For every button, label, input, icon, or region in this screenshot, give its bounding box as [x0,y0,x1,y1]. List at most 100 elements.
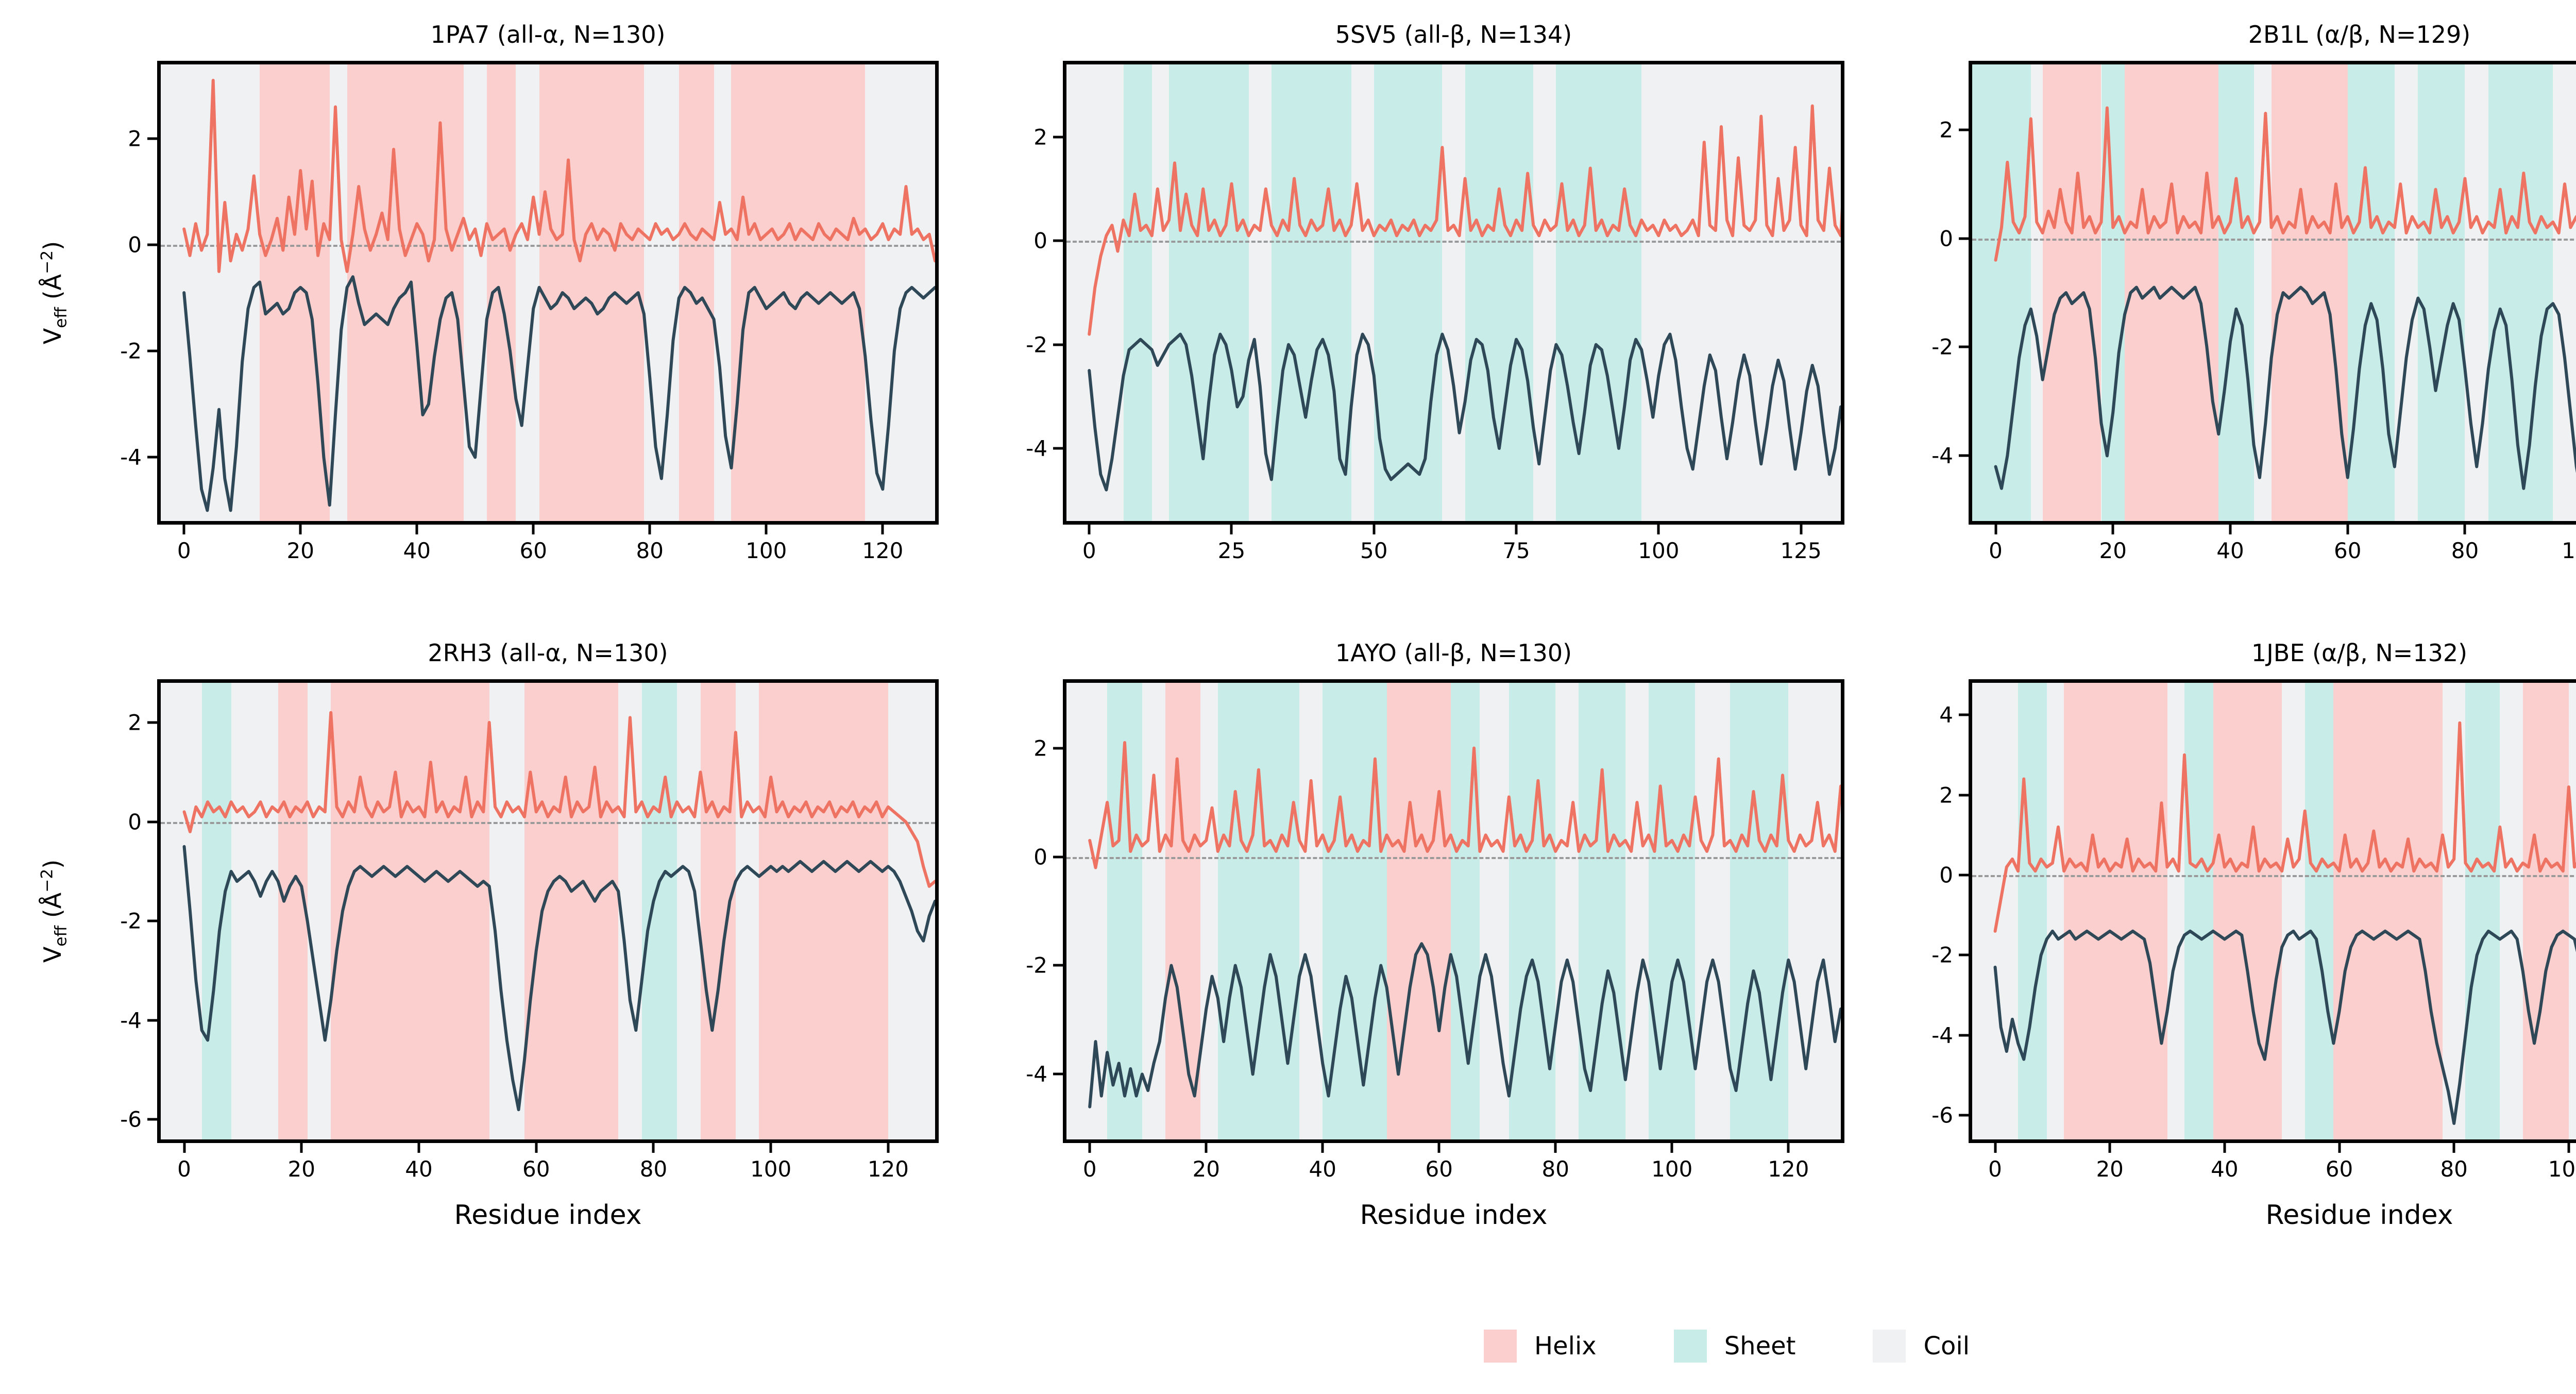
y-tick-mark [1053,964,1063,967]
x-tick-label: 100 [750,1156,792,1182]
x-tick-label: 0 [1082,538,1096,563]
x-tick-mark [1437,1143,1440,1153]
ss-band-coil [1555,683,1579,1139]
series-line-v_re [1995,931,2576,1123]
ss-legend-entry-helix[interactable]: Helix [1484,1330,1597,1363]
ss-band-coil [735,683,759,1139]
plot-area [1063,61,1844,525]
y-tick-mark [1959,237,1969,240]
y-tick-mark [1053,343,1063,346]
ss-band-coil [489,683,524,1139]
x-tick-label: 75 [1502,538,1530,563]
plot-area [1969,679,2576,1143]
panel-5sv5: 5SV5 (all-β, N=134) 2 0 -2 -4 0 25 50 75 100 125 [913,21,1844,649]
zero-reference-line [161,821,935,824]
zero-reference-line [1066,856,1841,859]
y-tick-label: 0 [128,232,142,258]
plot-area [157,679,939,1143]
ss-band-coil [1151,64,1169,521]
x-tick-mark [2229,525,2232,534]
ss-band-coil [1625,683,1649,1139]
y-tick-mark [147,721,157,724]
x-tick-mark [183,1143,186,1153]
panel-2rh3: 2RH3 (all-α, N=130) 2 0 -2 -4 -6 0 20 40 60 80 100 1… [8,639,939,1268]
series-line-v_im [1996,92,2576,260]
x-tick-mark [1994,1143,1997,1153]
x-tick-label: 20 [286,538,314,563]
ss-band-helix [679,64,714,521]
ss-band-coil [618,683,642,1139]
x-tick-mark [2452,1143,2455,1153]
y-tick-label: 2 [1939,117,1953,143]
panel-title: 1AYO (all-β, N=130) [1335,639,1572,667]
plot-area [157,61,939,525]
x-tick-mark [1321,1143,1324,1153]
x-tick-label: 80 [636,538,664,563]
y-tick-label: -6 [120,1106,142,1132]
y-tick-label: -2 [120,338,142,364]
y-tick-mark [1053,447,1063,450]
ss-band-sheet [2488,64,2553,521]
y-tick-label: -2 [1026,332,1047,358]
series-line-v_im [1090,743,1841,868]
ss-band-coil [1200,683,1218,1139]
ss-band-helix [331,683,489,1139]
y-tick-label: 2 [1033,124,1047,150]
series-line-v_re [1090,944,1841,1106]
x-tick-mark [1515,525,1518,534]
ss-band-sheet [1972,64,2031,521]
ss-band-sheet [1168,64,1249,521]
ss-band-coil [1351,64,1374,521]
y-tick-label: -4 [1026,1061,1047,1087]
zero-reference-line [161,245,935,247]
x-tick-label: 60 [1425,1156,1453,1182]
x-tick-mark [765,525,768,534]
ss-band-sheet [1579,683,1625,1139]
series-line-v_re [184,847,935,1110]
ss-legend-entry-sheet[interactable]: Sheet [1673,1330,1795,1363]
y-tick-mark [147,349,157,352]
ss-legend-entry-coil[interactable]: Coil [1873,1330,1970,1363]
ss-band-helix [1165,683,1200,1139]
y-tick-mark [1959,713,1969,716]
x-tick-label: 100 [745,538,787,563]
panel-1pa7: 1PA7 (all-α, N=130) 2 0 -2 -4 0 20 40 60 80 100 120… [8,21,939,649]
ss-band-coil [1641,64,1841,521]
ss-band-sheet [2304,683,2334,1139]
zero-reference-line [1066,241,1841,243]
ss-band-helix [731,64,866,521]
x-tick-label: 40 [2216,538,2244,563]
series-line-v_im [1995,723,2576,931]
ss-band-coil [2394,64,2418,521]
x-tick-mark [1088,525,1091,534]
x-tick-mark [1372,525,1376,534]
y-tick-label: -4 [120,444,142,470]
ss-band-coil [1442,64,1465,521]
ss-band-helix [2042,64,2102,521]
x-tick-mark [417,1143,420,1153]
x-tick-mark [2463,525,2466,534]
ss-band-coil [231,683,278,1139]
secondary-structure-legend: Helix Sheet Coil [1484,1330,2047,1363]
ss-legend-swatch [1873,1330,1906,1363]
x-tick-label: 80 [639,1156,668,1182]
y-tick-label: -2 [1026,952,1047,978]
x-tick-label: 0 [1988,1156,2002,1182]
panel-title: 2RH3 (all-α, N=130) [428,639,668,667]
y-tick-label: -4 [1931,1022,1953,1048]
ss-band-sheet [201,683,231,1139]
ss-band-sheet [1649,683,1696,1139]
x-tick-label: 80 [1541,1156,1569,1182]
ss-legend-swatch [1673,1330,1707,1363]
x-tick-mark [887,1143,890,1153]
x-tick-mark [182,525,185,534]
x-tick-mark [532,525,535,534]
y-tick-mark [147,1019,157,1022]
y-tick-label: 4 [1939,702,1953,728]
ss-band-coil [1299,683,1323,1139]
y-tick-label: -2 [120,908,142,934]
x-tick-label: 40 [2211,1156,2239,1182]
ss-legend-swatch [1484,1330,1517,1363]
ss-legend-label: Helix [1534,1332,1597,1361]
